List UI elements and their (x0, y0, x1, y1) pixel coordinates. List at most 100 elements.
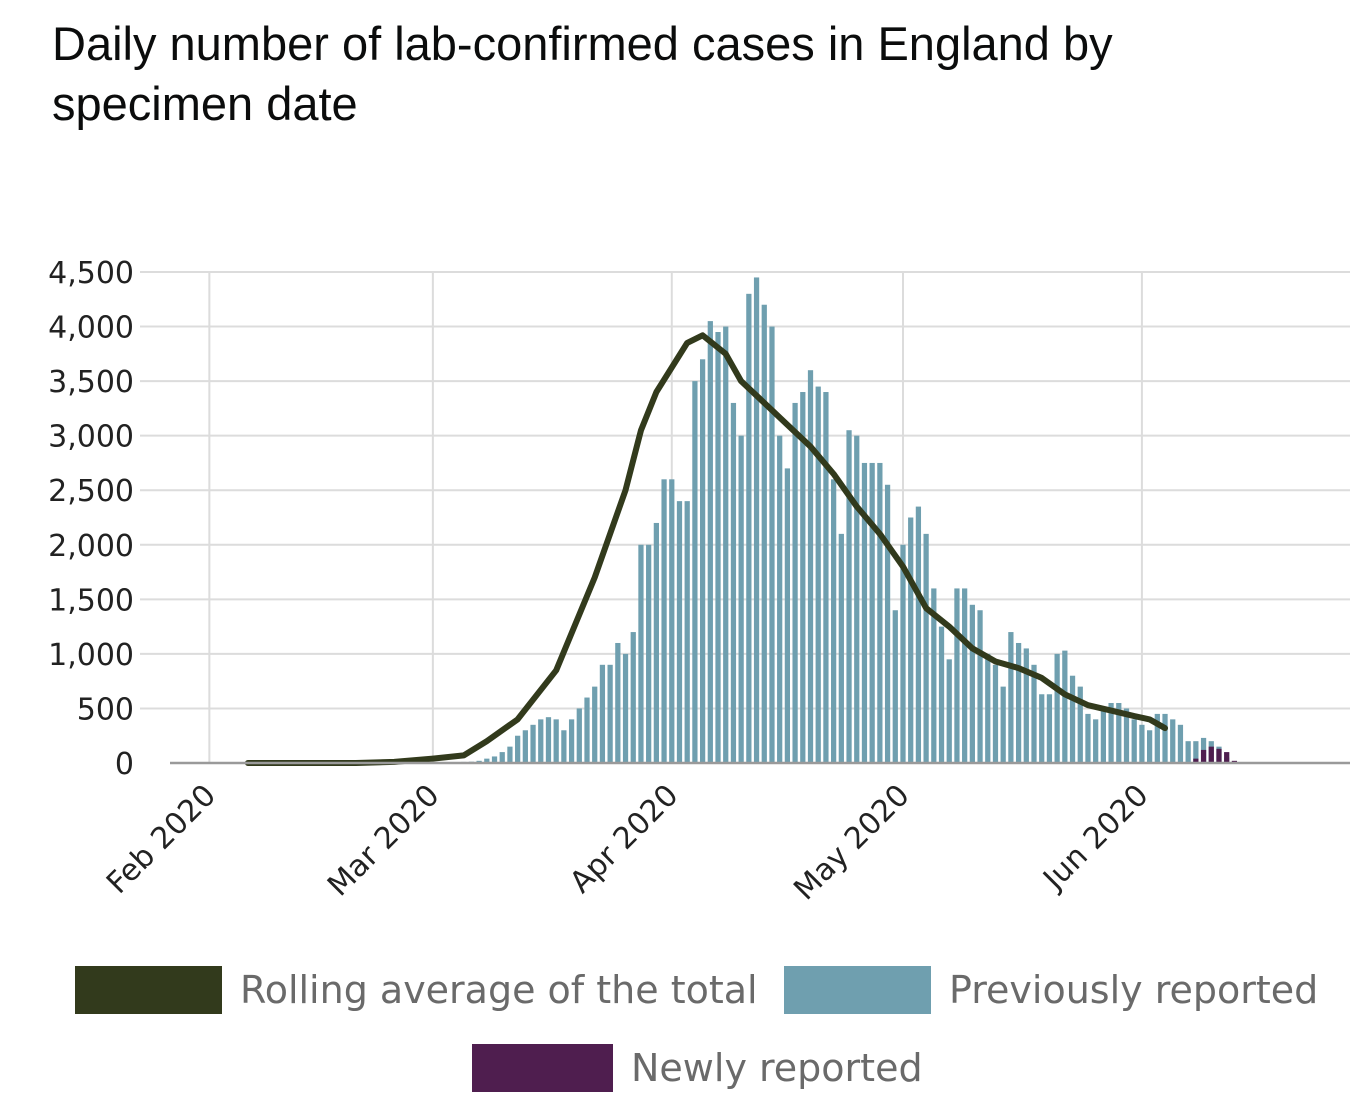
legend-swatch-newly (472, 1044, 613, 1092)
legend-label-previously: Previously reported (949, 968, 1319, 1012)
bar-previously-reported (1054, 653, 1060, 763)
bar-previously-reported (962, 588, 968, 763)
bar-previously-reported (923, 533, 929, 763)
bar-previously-reported (607, 664, 613, 763)
bar-previously-reported (969, 604, 975, 763)
bar-previously-reported (484, 758, 490, 763)
bar-previously-reported (800, 392, 806, 763)
bar-previously-reported (684, 501, 690, 763)
y-tick-label: 4,000 (48, 311, 134, 346)
bar-previously-reported (1177, 724, 1184, 763)
y-tick-label: 0 (115, 747, 134, 782)
bar-previously-reported (723, 326, 729, 763)
rolling-average-layer (244, 332, 1168, 766)
bars-newly-reported (1193, 746, 1238, 763)
x-tick-label: Mar 2020 (321, 778, 447, 904)
bar-previously-reported (538, 719, 544, 763)
chart-title: Daily number of lab-confirmed cases in E… (52, 17, 1113, 130)
bar-previously-reported (985, 653, 991, 763)
bar-previously-reported (515, 735, 521, 763)
x-tick-label: Jun 2020 (1036, 778, 1156, 898)
chart-svg: 0 500 1,000 1,500 2,000 2,500 3,000 3,500 4,000 4… (48, 256, 1350, 907)
bar-previously-reported (661, 479, 667, 763)
bar-previously-reported (900, 544, 906, 763)
bar-previously-reported (869, 462, 875, 763)
bar-previously-reported (954, 588, 960, 763)
bar-previously-reported (730, 402, 737, 763)
bar-previously-reported (653, 522, 659, 763)
bar-previously-reported (823, 392, 829, 763)
bar-previously-reported (931, 588, 937, 763)
bar-previously-reported (622, 653, 629, 763)
legend-swatch-previously (784, 966, 931, 1014)
bar-previously-reported (707, 321, 713, 763)
bar-previously-reported (815, 386, 821, 763)
bar-previously-reported (777, 435, 783, 763)
bar-previously-reported (769, 326, 775, 763)
bar-newly-reported (1193, 758, 1199, 763)
bar-previously-reported (884, 484, 891, 763)
gridlines (140, 271, 1350, 763)
bar-previously-reported (491, 756, 498, 763)
bar-previously-reported (1146, 730, 1153, 763)
bar-previously-reported (584, 697, 590, 763)
bar-previously-reported (938, 626, 945, 763)
bar-previously-reported (854, 435, 860, 763)
bar-previously-reported (1162, 713, 1168, 763)
bar-previously-reported (1046, 694, 1053, 763)
bar-previously-reported (669, 479, 675, 763)
bar-previously-reported (977, 610, 983, 763)
bar-newly-reported (1208, 746, 1214, 763)
bar-previously-reported (1108, 702, 1114, 763)
bar-previously-reported (1093, 719, 1099, 763)
bar-previously-reported (846, 430, 852, 763)
bar-previously-reported (1000, 686, 1006, 763)
bar-previously-reported (592, 686, 598, 763)
bar-previously-reported (892, 610, 898, 763)
bar-previously-reported (561, 730, 567, 763)
y-tick-label: 1,500 (48, 583, 134, 618)
y-tick-label: 3,000 (48, 420, 134, 455)
bar-previously-reported (646, 544, 652, 763)
bar-previously-reported (1077, 686, 1083, 763)
bar-previously-reported (1008, 632, 1014, 763)
bar-previously-reported (1116, 702, 1122, 763)
bar-previously-reported (615, 642, 621, 763)
y-tick-label: 2,000 (48, 529, 134, 564)
y-tick-label: 4,500 (48, 256, 134, 291)
bar-previously-reported (861, 462, 868, 763)
legend-swatch-rolling (75, 966, 222, 1014)
bar-previously-reported (1185, 741, 1191, 763)
bar-newly-reported (1216, 748, 1222, 763)
y-tick-label: 1,000 (48, 638, 134, 673)
bar-previously-reported (1100, 708, 1106, 763)
bar-previously-reported (1154, 713, 1160, 763)
x-tick-label: Feb 2020 (100, 778, 223, 901)
legend-item-newly: Newly reported (472, 1044, 923, 1092)
bar-previously-reported (499, 752, 505, 763)
bar-previously-reported (692, 381, 698, 763)
legend-item-rolling: Rolling average of the total (75, 966, 758, 1014)
bar-previously-reported (1015, 642, 1022, 763)
y-tick-label: 3,500 (48, 365, 134, 400)
y-tick-label: 500 (77, 692, 134, 727)
bar-newly-reported (1200, 749, 1207, 763)
bar-previously-reported (992, 664, 999, 763)
bar-previously-reported (908, 517, 914, 763)
bar-previously-reported (1062, 650, 1068, 763)
bar-previously-reported (831, 479, 837, 763)
y-tick-label: 2,500 (48, 474, 134, 509)
bar-previously-reported (915, 506, 922, 763)
bar-previously-reported (1123, 708, 1130, 763)
bar-previously-reported (599, 664, 606, 763)
x-axis-ticks: Feb 2020 Mar 2020 Apr 2020 May 2020 Jun 2020 (100, 778, 1156, 907)
legend-label-newly: Newly reported (631, 1046, 923, 1090)
bar-previously-reported (699, 359, 706, 763)
bar-previously-reported (1085, 713, 1091, 763)
bar-previously-reported (676, 501, 683, 763)
bar-previously-reported (838, 533, 844, 763)
bar-previously-reported (784, 468, 791, 763)
bar-previously-reported (946, 659, 952, 763)
bar-previously-reported (1131, 719, 1137, 763)
legend-item-previously: Previously reported (784, 966, 1318, 1014)
